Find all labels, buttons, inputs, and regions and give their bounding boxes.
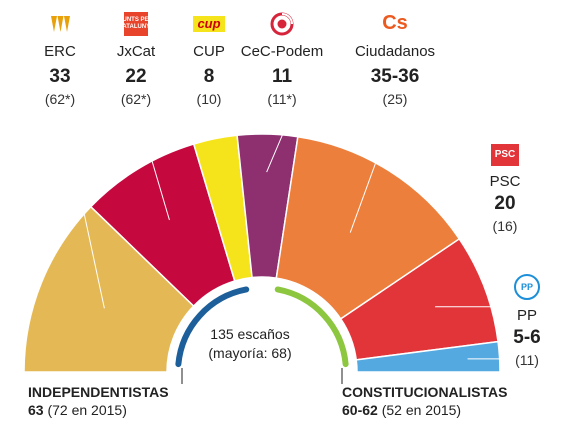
party-label-psc: PSC PSC 20 (16): [478, 144, 532, 233]
party-previous-cec-podem: (11*): [267, 91, 297, 107]
leader-line-pp: [467, 358, 523, 360]
cec-podem-logo-icon: [270, 12, 294, 36]
party-name-psc: PSC: [489, 173, 521, 190]
seat-segment-pp: [355, 340, 501, 373]
pp-logo-text: PP: [520, 282, 533, 292]
leader-line-ciudadanos: [349, 95, 401, 233]
party-previous-ciudadanos: (25): [382, 91, 408, 107]
party-name-cup: CUP: [193, 43, 225, 60]
leader-line-psc: [435, 236, 506, 308]
bloc-constitucionalistas-title: CONSTITUCIONALISTAS: [342, 384, 508, 400]
bloc-constitucionalistas-seats-value: 60-62: [342, 401, 378, 418]
bloc-independentistas-title: INDEPENDENTISTAS: [28, 384, 169, 400]
party-label-ciudadanos: Cs Ciudadanos 35-36 (25): [345, 12, 445, 106]
cup-logo-text: cup: [197, 16, 221, 31]
center-label: 135 escaños (mayoría: 68): [160, 325, 340, 363]
party-seats-ciudadanos: 35-36: [370, 66, 420, 87]
seat-segment-ciudadanos: [275, 135, 461, 320]
seat-segment-erc: [23, 205, 195, 373]
majority-text: (mayoría: 68): [208, 344, 292, 361]
party-seats-psc: 20: [494, 193, 516, 214]
total-seats-text: 135 escaños: [210, 326, 290, 342]
bloc-independentistas-seats-value: 63: [28, 401, 44, 418]
party-name-cec-podem: CeC-Podem: [240, 43, 324, 60]
party-name-ciudadanos: Ciudadanos: [354, 43, 436, 60]
party-seats-erc: 33: [49, 66, 71, 87]
party-seats-pp: 5-6: [513, 327, 541, 348]
cs-logo-icon: Cs: [380, 12, 410, 34]
party-label-cec-podem: CeC-Podem 11 (11*): [232, 12, 332, 106]
bloc-arc-independentistas: [175, 286, 250, 368]
bloc-constitucionalistas-seats: 60-62 (52 en 2015): [342, 402, 507, 420]
party-previous-cup: (10): [196, 91, 222, 107]
party-seats-cup: 8: [203, 66, 215, 87]
party-previous-jxcat: (62*): [120, 91, 152, 107]
leader-line-erc: [61, 109, 105, 309]
party-label-pp: PP PP 5-6 (11): [502, 274, 552, 367]
bloc-constitucionalistas: CONSTITUCIONALISTAS 60-62 (52 en 2015): [342, 384, 507, 419]
party-label-jxcat: JUNTS PER CATALUNYA JxCat 22 (62*): [106, 12, 166, 106]
pp-logo-icon: PP: [514, 274, 540, 300]
psc-logo-text: PSC: [494, 149, 516, 160]
psc-logo-icon: PSC: [491, 144, 519, 166]
leader-line-cec-podem: [266, 109, 294, 173]
erc-logo-icon: [48, 12, 72, 36]
party-name-erc: ERC: [44, 43, 76, 60]
party-seats-jxcat: 22: [125, 66, 147, 87]
party-name-jxcat: JxCat: [116, 43, 156, 60]
party-name-pp: PP: [516, 307, 537, 324]
bloc-arc-constitucionalistas: [274, 286, 349, 368]
jxcat-logo-text: JUNTS PER CATALUNYA: [124, 17, 148, 30]
party-previous-pp: (11): [515, 352, 539, 368]
leader-line-jxcat: [136, 109, 170, 221]
party-previous-psc: (16): [492, 218, 518, 234]
party-label-erc: ERC 33 (62*): [30, 12, 90, 106]
bloc-independentistas: INDEPENDENTISTAS 63 (72 en 2015): [28, 384, 169, 419]
bloc-constitucionalistas-previous: (52 en 2015): [381, 401, 462, 418]
jxcat-logo-icon: JUNTS PER CATALUNYA: [124, 12, 148, 36]
party-label-cup: cup CUP 8 (10): [186, 12, 232, 106]
party-previous-erc: (62*): [44, 91, 76, 107]
cup-logo-icon: cup: [193, 16, 225, 32]
party-seats-cec-podem: 11: [271, 66, 293, 87]
cs-logo-text: Cs: [382, 12, 408, 34]
bloc-independentistas-previous: (72 en 2015): [47, 401, 127, 418]
bloc-independentistas-seats: 63 (72 en 2015): [28, 402, 169, 420]
